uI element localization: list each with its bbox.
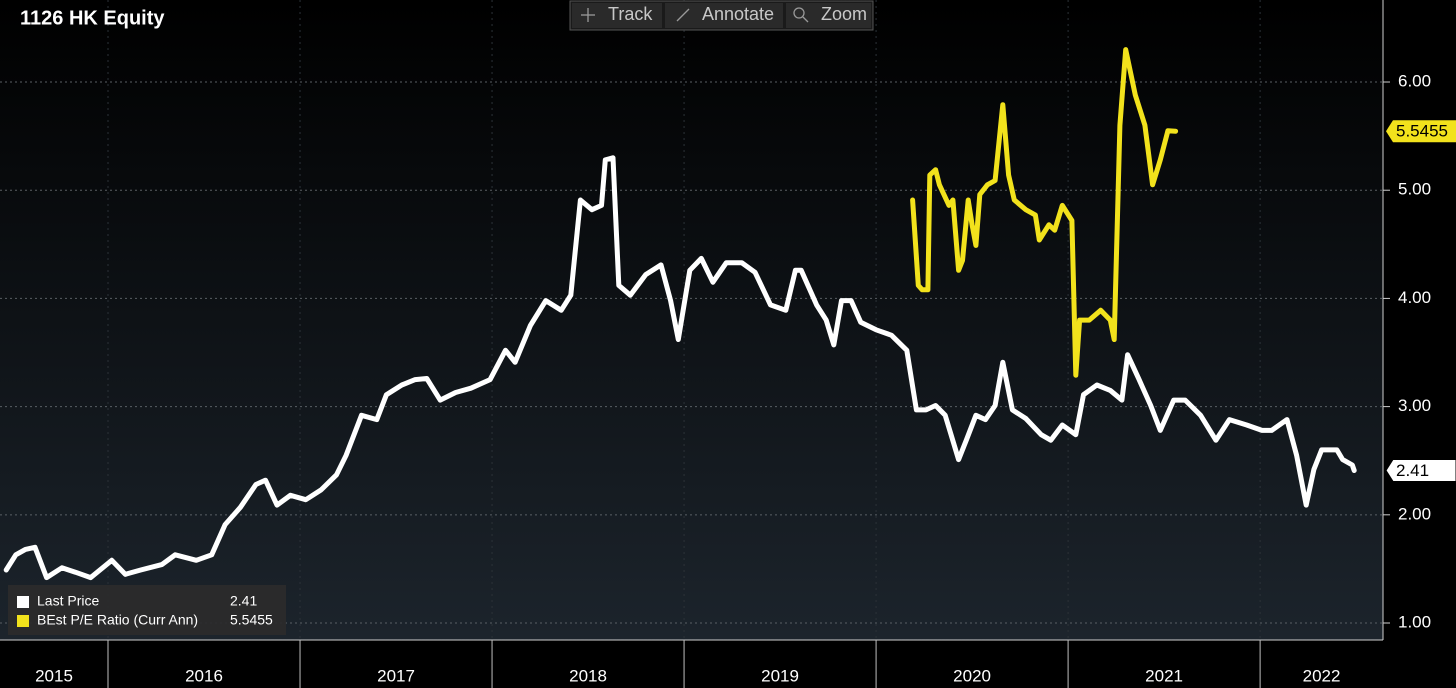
zoom-icon-handle bbox=[802, 16, 809, 23]
button-bg bbox=[665, 3, 783, 28]
button-label: Track bbox=[608, 4, 653, 24]
last-value-tag bbox=[1385, 458, 1456, 482]
plot-area bbox=[0, 0, 1383, 640]
track-icon bbox=[581, 8, 595, 22]
button-label: Annotate bbox=[702, 4, 774, 24]
last-value-tag bbox=[1386, 120, 1456, 143]
chart-title: 1126 HK Equity bbox=[20, 7, 165, 29]
axes: 1.00 2.00 3.00 4.00 5.00 6.00 2015 2016 2017 2018… bbox=[35, 71, 1456, 688]
y-tick-label: 2.00 bbox=[1398, 504, 1431, 523]
x-tick-label: 2021 bbox=[1145, 666, 1183, 685]
legend-value: 2.41 bbox=[230, 593, 257, 609]
legend-label: BEst P/E Ratio (Curr Ann) bbox=[37, 612, 198, 628]
y-tick-label: 6.00 bbox=[1398, 71, 1431, 90]
legend-value: 5.5455 bbox=[230, 612, 273, 628]
zoom-icon bbox=[793, 7, 805, 19]
legend-swatch bbox=[17, 596, 29, 608]
y-tick-label: 1.00 bbox=[1398, 612, 1431, 631]
toolbar: Track Annotate Zoom bbox=[569, 0, 874, 31]
legend: Last Price 2.41 BEst P/E Ratio (Curr Ann) 5… bbox=[8, 585, 286, 635]
series-line bbox=[3, 155, 1357, 581]
legend-box bbox=[8, 585, 286, 635]
x-tick-label: 2019 bbox=[761, 666, 799, 685]
zoom-button[interactable]: Zoom bbox=[786, 3, 871, 28]
series-line bbox=[910, 47, 1179, 378]
series-lines bbox=[3, 47, 1357, 581]
last-value-label: 2.41 bbox=[1396, 461, 1429, 480]
y-tick-label: 5.00 bbox=[1398, 180, 1431, 199]
last-value-label: 5.5455 bbox=[1396, 122, 1448, 141]
x-tick-label: 2017 bbox=[377, 666, 415, 685]
track-button[interactable]: Track bbox=[572, 3, 662, 28]
button-label: Zoom bbox=[821, 4, 867, 24]
legend-label: Last Price bbox=[37, 593, 99, 609]
x-tick-label: 2018 bbox=[569, 666, 607, 685]
y-tick-label: 3.00 bbox=[1398, 396, 1431, 415]
annotate-button[interactable]: Annotate bbox=[665, 3, 783, 28]
button-bg bbox=[786, 3, 871, 28]
x-tick-label: 2022 bbox=[1303, 666, 1341, 685]
x-tick-label: 2016 bbox=[185, 666, 223, 685]
annotate-icon bbox=[676, 8, 690, 22]
legend-swatch bbox=[17, 615, 29, 627]
y-tick-label: 4.00 bbox=[1398, 288, 1431, 307]
x-tick-label: 2015 bbox=[35, 666, 73, 685]
x-tick-label: 2020 bbox=[953, 666, 991, 685]
